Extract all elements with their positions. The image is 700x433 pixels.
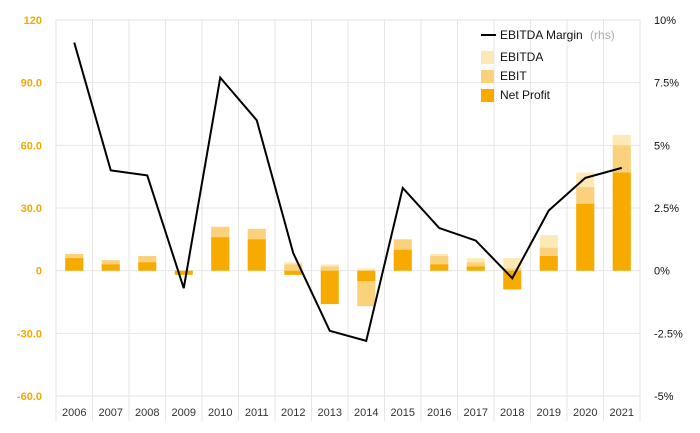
x-tick-label: 2021 (610, 407, 634, 419)
y-right-tick-label: -2.5% (654, 328, 683, 340)
x-tick-label: 2018 (500, 407, 524, 419)
y-right-tick-label: 10% (654, 15, 676, 27)
x-tick-label: 2019 (537, 407, 561, 419)
y-right-tick-label: 7.5% (654, 78, 679, 90)
x-tick-label: 2012 (281, 407, 305, 419)
grid-layer (55, 19, 641, 421)
bar-ebit-2018 (503, 268, 522, 271)
x-tick-label: 2007 (99, 407, 123, 419)
line-layer (73, 42, 623, 343)
y-left-tick-label: 0 (36, 266, 42, 278)
bar-net-profit-2009 (174, 270, 193, 275)
bar-ebitda-2018 (503, 258, 522, 271)
bar-net-profit-2019 (539, 256, 558, 271)
chart-legend: EBITDA Margin (rhs) EBITDA EBIT Net Prof… (481, 28, 615, 102)
bar-net-profit-2021 (612, 172, 631, 271)
x-tick-label: 2020 (573, 407, 597, 419)
x-tick-label: 2013 (318, 407, 342, 419)
bar-net-profit-2007 (101, 264, 120, 271)
x-tick-label: 2008 (135, 407, 159, 419)
y-left-tick-label: 90.0 (21, 78, 42, 90)
x-tick-label: 2006 (62, 407, 86, 419)
legend-net-profit-swatch (481, 89, 494, 102)
y-right-tick-label: 2.5% (654, 203, 679, 215)
legend-ebitda-margin-name: EBITDA Margin (500, 28, 583, 42)
bar-net-profit-2017 (466, 266, 485, 271)
bar-ebit-2013 (320, 266, 339, 271)
bar-ebitda-2014 (357, 268, 376, 271)
legend-net-profit-label: Net Profit (500, 88, 551, 102)
y-left-tick-label: 60.0 (21, 140, 42, 152)
bar-layer (65, 134, 631, 307)
y-left-tick-label: 120 (24, 15, 42, 27)
x-tick-label: 2009 (172, 407, 196, 419)
x-tick-label: 2011 (245, 407, 269, 419)
bar-net-profit-2010 (211, 237, 230, 271)
legend-ebit-label: EBIT (500, 69, 527, 83)
y-right-tick-label: 5% (654, 140, 670, 152)
bar-net-profit-2018 (503, 270, 522, 290)
bar-net-profit-2013 (320, 270, 339, 305)
bar-net-profit-2020 (576, 203, 595, 271)
bar-net-profit-2006 (65, 258, 84, 271)
y-left-tick-label: -30.0 (17, 328, 42, 340)
y-left-tick-label: 30.0 (21, 203, 42, 215)
y-right-tick-label: 0% (654, 266, 670, 278)
bar-ebit-2012 (284, 264, 303, 271)
bar-net-profit-2008 (138, 262, 157, 271)
legend-ebitda-margin-note: (rhs) (590, 28, 615, 42)
line-ebitda-margin (73, 42, 623, 343)
x-tick-label: 2017 (464, 407, 488, 419)
bar-net-profit-2012 (284, 270, 303, 275)
bar-net-profit-2014 (357, 270, 376, 282)
x-tick-label: 2015 (391, 407, 415, 419)
bar-net-profit-2016 (430, 264, 449, 271)
bar-net-profit-2015 (393, 249, 412, 271)
legend-ebitda-label: EBITDA (500, 50, 543, 64)
y-right-tick-label: -5% (654, 391, 674, 403)
bar-net-profit-2011 (247, 239, 266, 271)
legend-ebitda-swatch (481, 51, 494, 64)
axis-layer: 120 90.0 60.0 30.0 0 -30.0 -60.0 10% 7.5% 5% 2.5% 0… (17, 15, 683, 419)
legend-ebitda-margin-label: EBITDA Margin (rhs) (500, 28, 615, 42)
legend-ebit-swatch (481, 70, 494, 83)
x-tick-label: 2014 (354, 407, 378, 419)
x-tick-label: 2010 (208, 407, 232, 419)
x-tick-label: 2016 (427, 407, 451, 419)
y-left-tick-label: -60.0 (17, 391, 42, 403)
